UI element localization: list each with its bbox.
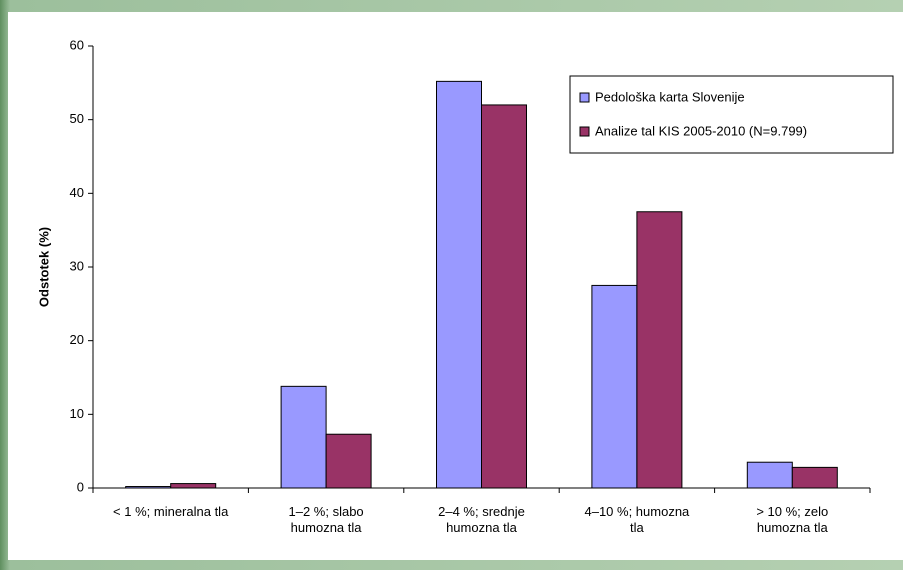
x-tick-label: < 1 %; mineralna tla [113, 504, 229, 519]
y-tick-label: 10 [70, 406, 84, 421]
bar [481, 104, 527, 489]
bar [170, 483, 217, 489]
bar [436, 80, 482, 489]
y-tick-label: 50 [70, 111, 84, 126]
bar [325, 433, 372, 489]
x-tick-label: 2–4 %; srednje humozna tla [438, 504, 525, 535]
y-tick-label: 40 [70, 185, 84, 200]
y-tick-label: 60 [70, 37, 84, 52]
legend-box [569, 75, 894, 154]
bar [591, 284, 638, 489]
x-tick-label: > 10 %; zelo humozna tla [756, 504, 829, 535]
bar [636, 211, 683, 489]
x-tick-label: 4–10 %; humozna tla [584, 504, 690, 535]
legend-label: Pedološka karta Slovenije [595, 89, 745, 104]
bar [280, 385, 327, 489]
x-tick-label: 1–2 %; slabo humozna tla [288, 504, 364, 535]
bar [791, 466, 838, 489]
bar [746, 461, 793, 489]
y-axis-label: Odstotek (%) [36, 227, 51, 307]
legend-swatch [579, 92, 590, 103]
y-tick-label: 30 [70, 258, 84, 273]
legend-label: Analize tal KIS 2005-2010 (N=9.799) [595, 123, 807, 138]
y-tick-label: 20 [70, 332, 84, 347]
legend-swatch [579, 126, 590, 137]
y-tick-label: 0 [77, 479, 84, 494]
